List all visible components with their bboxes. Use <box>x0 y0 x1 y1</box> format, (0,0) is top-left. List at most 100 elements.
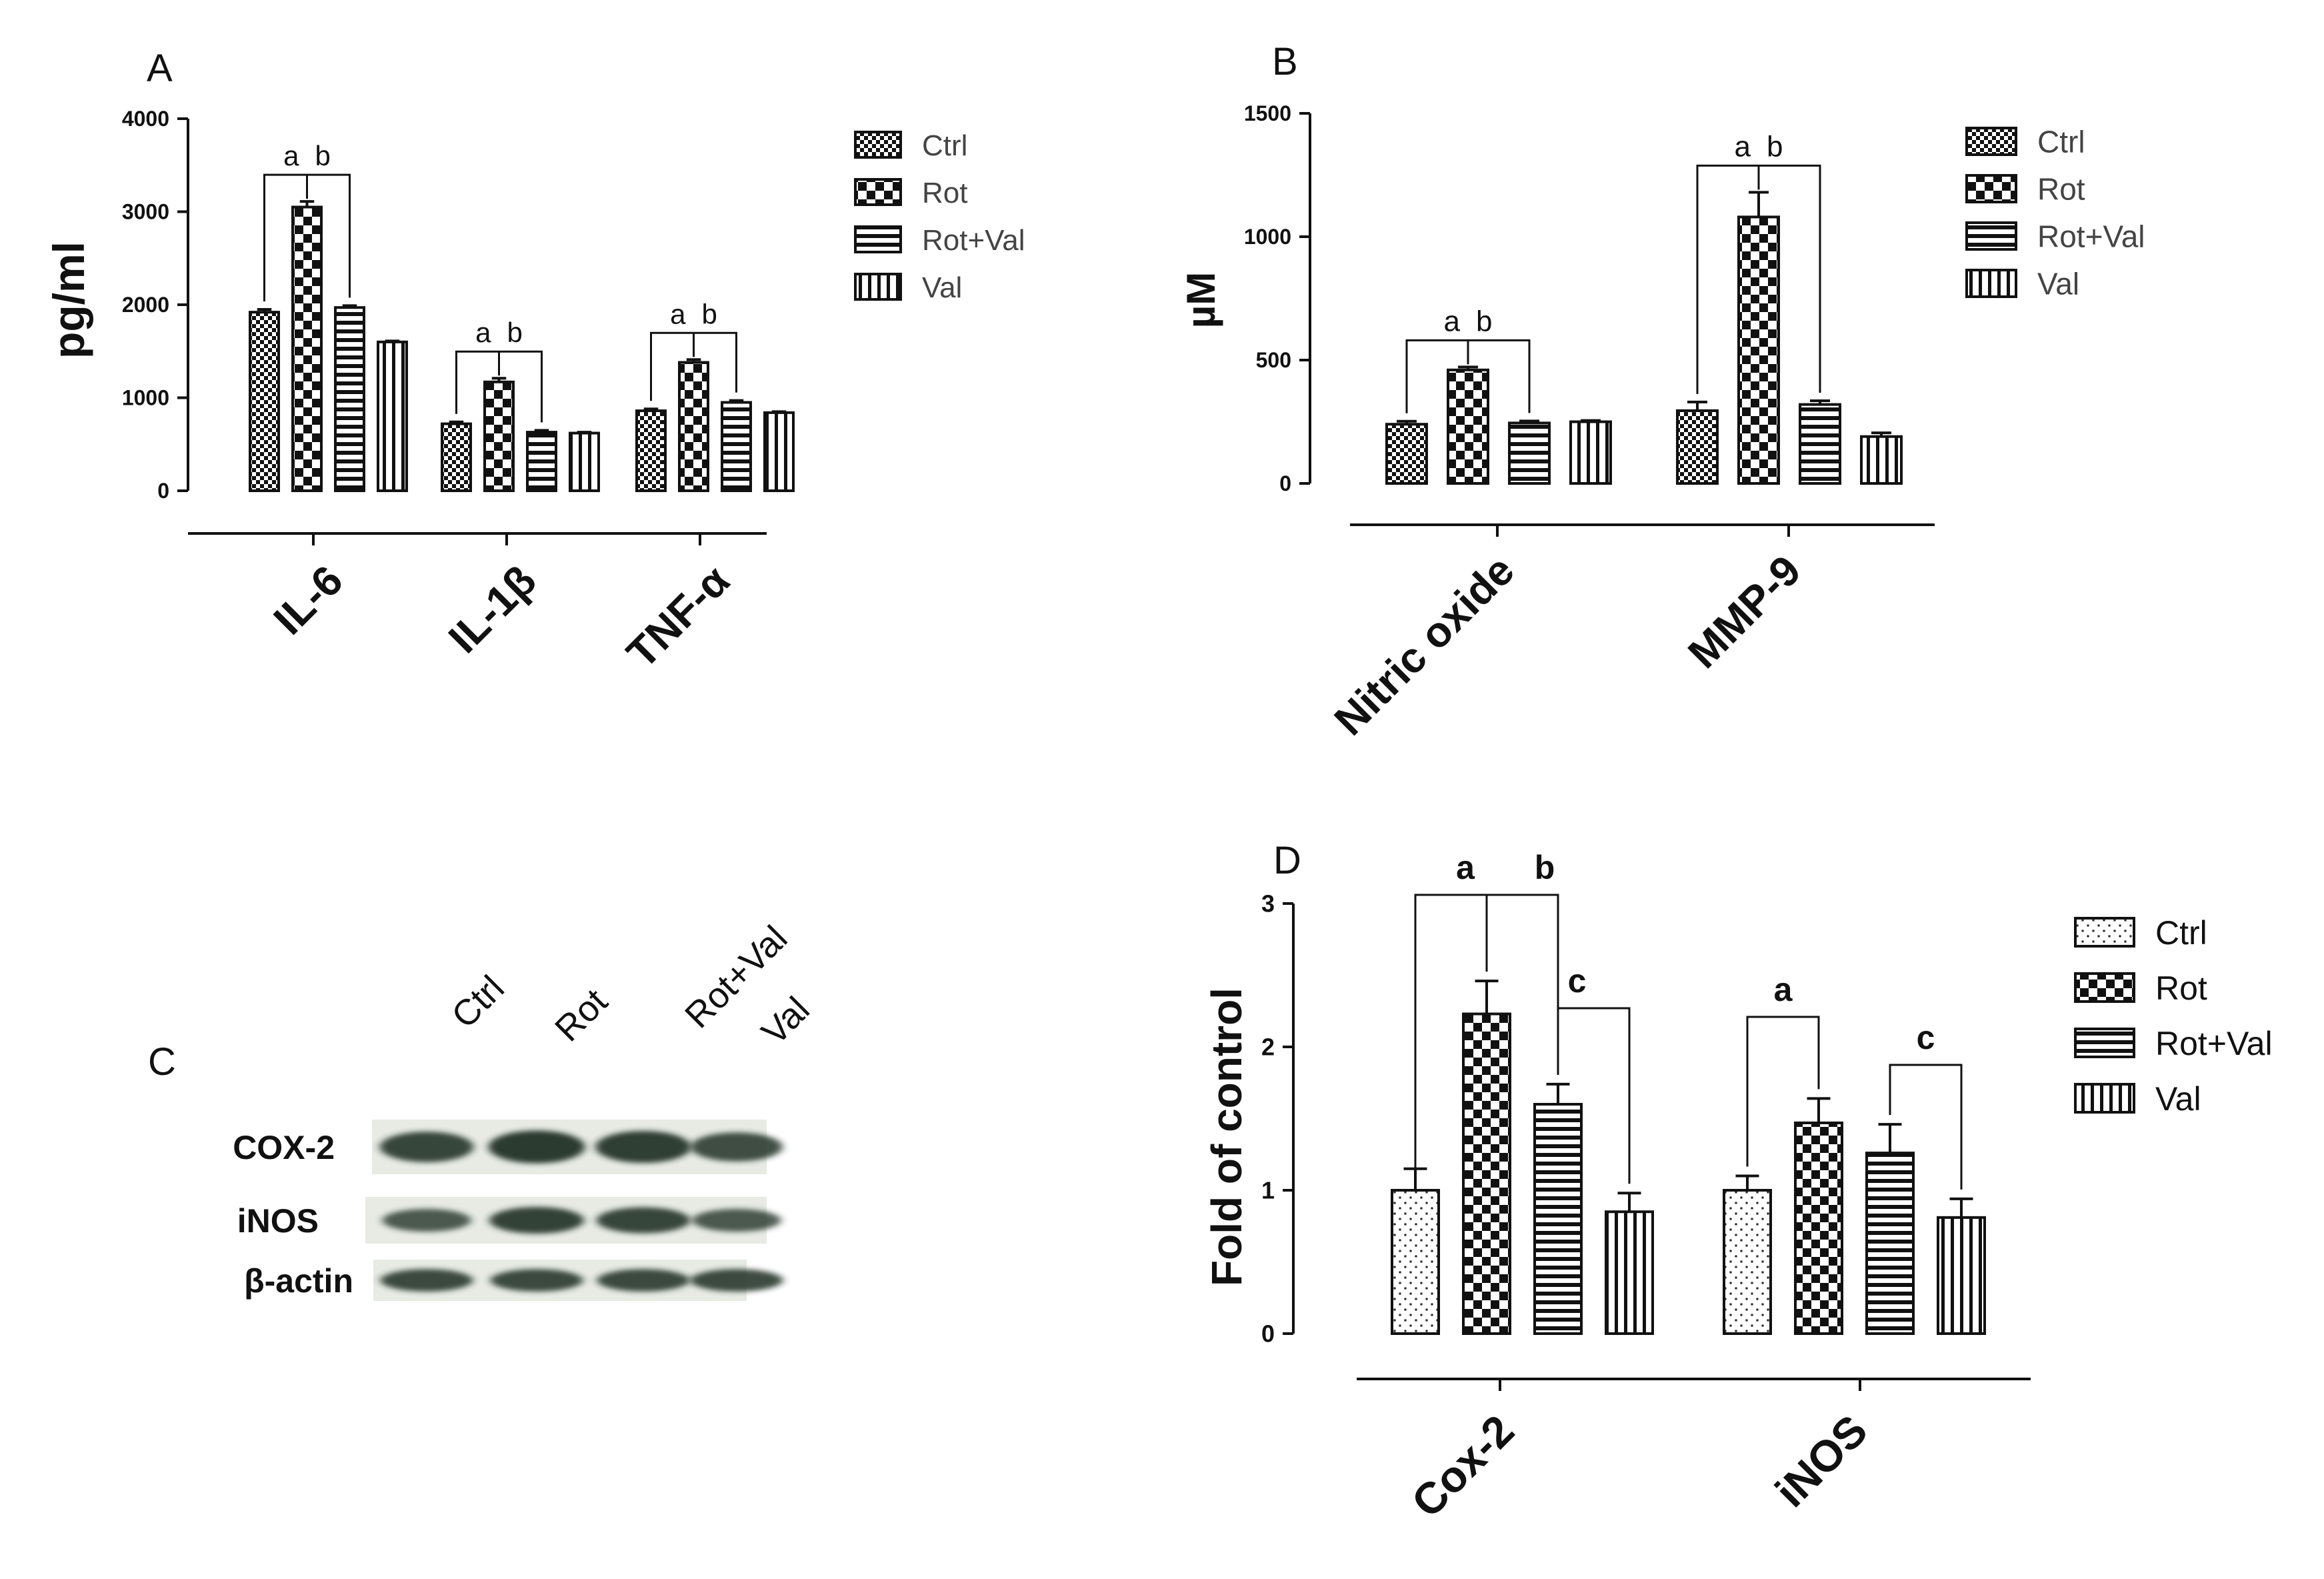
a-y-tick-label: 1000 <box>122 386 169 410</box>
b-legend-label-val: Val <box>2037 267 2079 301</box>
d-sig-label-cox2-a: a <box>1456 849 1475 886</box>
blot-lane-label-rot: Rot <box>547 982 615 1050</box>
a-category-label-il-1: IL-1β <box>439 556 545 662</box>
a-bar-il-6-rot-val <box>334 306 365 492</box>
blot-band <box>380 1269 473 1292</box>
a-y-tick-label: 0 <box>157 479 169 503</box>
d-bracket-inos-c <box>1889 1064 1963 1190</box>
d-bar-cox-2-rot <box>1462 1012 1511 1336</box>
a-legend-swatch-rot <box>854 178 902 206</box>
a-sig-label-b: b <box>702 298 717 329</box>
b-bar-mmp-9-val <box>1860 435 1903 485</box>
d-y-tick-label: 2 <box>1261 1034 1275 1061</box>
b-bar-mmp-9-rot <box>1737 215 1780 485</box>
panel-d-ylabel: Fold of control <box>1203 988 1251 1286</box>
d-category-label-inos: iNOS <box>1765 1406 1876 1516</box>
b-bar-mmp-9-ctrl <box>1676 409 1719 485</box>
b-sig-label-a: a <box>1444 305 1461 337</box>
b-sig-label-b: b <box>1767 130 1783 163</box>
a-legend-label-ctrl: Ctrl <box>922 129 967 162</box>
a-bar-il-6-val <box>377 340 408 492</box>
b-y-tick-label: 0 <box>1279 471 1291 495</box>
a-y-tick-label: 3000 <box>122 200 169 224</box>
a-bar-tnf-val <box>763 411 795 493</box>
a-legend-label-rot: Rot <box>922 177 967 209</box>
b-sig-label-a: a <box>1735 130 1751 163</box>
d-bar-cox-2-ctrl <box>1391 1189 1440 1335</box>
d-legend-swatch-rot-val <box>2074 1028 2135 1058</box>
blot-row-label-inos: iNOS <box>237 1202 319 1240</box>
a-category-label-il-6: IL-6 <box>265 556 352 643</box>
d-legend-label-rot-val: Rot+Val <box>2155 1025 2273 1062</box>
d-legend-swatch-rot <box>2074 972 2135 1003</box>
a-bar-il-1-rot-val <box>526 431 557 492</box>
d-bar-inos-rot <box>1794 1121 1843 1335</box>
a-sig-label-a: a <box>670 298 686 329</box>
blot-band <box>382 1208 471 1232</box>
a-sig-label-a: a <box>283 140 299 171</box>
panel-b-label: B <box>1272 40 1298 83</box>
a-bar-il-6-rot <box>291 205 323 492</box>
d-legend-label-val: Val <box>2155 1080 2201 1118</box>
a-legend-swatch-val <box>854 273 902 301</box>
a-y-tick-label: 2000 <box>122 293 169 317</box>
a-legend-label-rot-val: Rot+Val <box>922 224 1025 257</box>
d-y-tick-label: 1 <box>1261 1177 1275 1204</box>
d-bar-inos-rot-val <box>1865 1152 1915 1335</box>
d-legend-swatch-ctrl <box>2074 917 2135 948</box>
a-bar-il-1-ctrl <box>441 422 472 492</box>
b-y-tick-label: 500 <box>1256 348 1291 372</box>
b-legend-label-rot-val: Rot+Val <box>2037 219 2145 254</box>
blot-band <box>489 1206 584 1234</box>
b-legend-swatch-ctrl <box>1965 127 2017 156</box>
a-bar-tnf-ctrl <box>635 409 667 493</box>
panel-d-chart: D Fold of control 0 1 2 3 Cox-2 iNOS a b c a c Ct… <box>1203 839 2273 1527</box>
d-bracket-cox2-c <box>1557 1007 1631 1184</box>
b-legend-swatch-rot-val <box>1965 221 2017 251</box>
b-legend-swatch-rot <box>1965 174 2017 203</box>
a-y-tick-label: 4000 <box>122 107 169 131</box>
b-legend-swatch-val <box>1965 269 2017 298</box>
a-category-label-tnf: TNF-α <box>617 556 739 677</box>
b-bar-nitric-oxide-rot-val <box>1508 421 1551 485</box>
d-legend-swatch-val <box>2074 1083 2135 1114</box>
d-sig-label-inos-c: c <box>1917 1019 1935 1056</box>
d-bar-inos-ctrl <box>1723 1189 1772 1335</box>
d-category-label-cox-2: Cox-2 <box>1402 1406 1523 1527</box>
b-legend-label-rot: Rot <box>2037 172 2085 207</box>
blot-row-label-cox-2: COX-2 <box>233 1129 335 1166</box>
a-sig-label-a: a <box>475 317 491 348</box>
b-bar-mmp-9-rot-val <box>1799 403 1841 485</box>
a-bar-il-1-val <box>569 431 600 493</box>
blot-band <box>690 1269 783 1292</box>
blot-band <box>490 1269 583 1292</box>
b-bar-nitric-oxide-rot <box>1447 368 1489 485</box>
blot-band <box>488 1130 585 1164</box>
d-sig-label-cox2-c: c <box>1568 962 1587 1000</box>
panel-c-label: C <box>148 1040 176 1084</box>
a-bar-il-6-ctrl <box>249 311 280 492</box>
blot-band <box>692 1208 781 1232</box>
a-bar-tnf-rot-val <box>721 401 752 492</box>
d-legend-label-ctrl: Ctrl <box>2155 914 2207 952</box>
blot-lane-label-val: Val <box>754 990 817 1053</box>
b-sig-label-b: b <box>1476 305 1492 337</box>
a-legend-swatch-ctrl <box>854 131 902 159</box>
panel-b-ylabel: µM <box>1179 272 1223 329</box>
d-bar-cox-2-val <box>1605 1210 1654 1335</box>
d-bracket-inos-a <box>1746 1016 1820 1167</box>
blot-band <box>596 1207 691 1234</box>
d-bar-inos-val <box>1937 1216 1986 1335</box>
d-y-tick-label: 3 <box>1261 890 1275 918</box>
panel-d-label: D <box>1273 839 1301 882</box>
blot-band <box>595 1130 691 1164</box>
d-sig-label-inos-a: a <box>1774 971 1793 1008</box>
blot-band <box>597 1269 690 1292</box>
blot-band <box>691 1132 783 1162</box>
panel-a-label: A <box>147 47 173 90</box>
a-legend-swatch-rot-val <box>854 225 902 253</box>
blot-row-label-actin: β-actin <box>244 1262 353 1300</box>
